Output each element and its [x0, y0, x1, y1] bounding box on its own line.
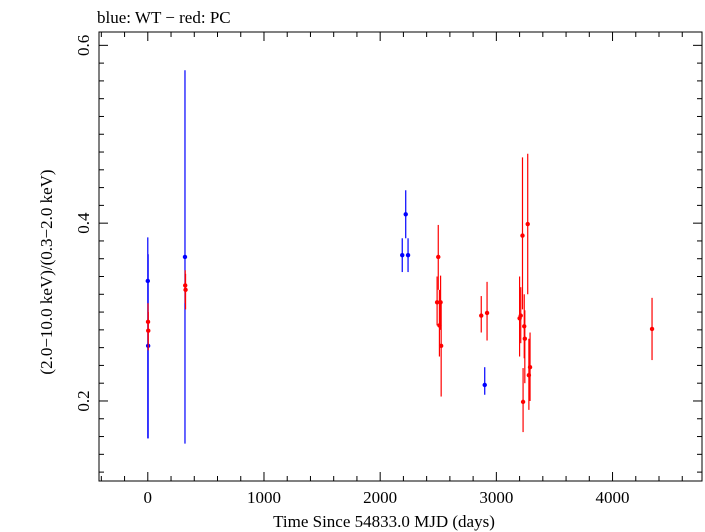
data-point	[522, 336, 528, 341]
x-axis-ticks: 0 1000 2000 3000 4000	[100, 32, 683, 507]
plot-frame	[98, 31, 703, 482]
data-point	[436, 254, 441, 260]
x-axis-label: Time Since 54833.0 MJD (days)	[273, 512, 495, 531]
y-tick-label: 0.6	[74, 35, 93, 56]
data-point	[525, 221, 530, 227]
x-tick-label: 2000	[363, 488, 397, 507]
chart-title: blue: WT − red: PC	[97, 8, 231, 27]
data-point	[484, 310, 490, 316]
data-point	[527, 364, 533, 370]
y-tick-label: 0.4	[74, 212, 93, 234]
series-pc	[145, 153, 655, 433]
data-point	[649, 326, 655, 332]
data-point	[438, 343, 444, 349]
x-tick-label: 0	[144, 488, 153, 507]
data-point	[520, 233, 525, 238]
data-point	[434, 300, 440, 305]
data-series	[145, 70, 655, 444]
data-point	[183, 287, 188, 293]
y-axis-ticks: 0.2 0.4 0.6	[74, 35, 702, 473]
data-point	[520, 399, 526, 405]
x-tick-label: 4000	[596, 488, 630, 507]
data-point	[146, 328, 151, 333]
series-wt	[145, 70, 487, 444]
data-point	[400, 252, 405, 258]
data-point	[182, 254, 188, 260]
x-tick-label: 1000	[247, 488, 281, 507]
data-point	[518, 313, 523, 318]
data-point	[405, 252, 411, 258]
y-axis-label: (2.0−10.0 keV)/(0.3−2.0 keV)	[37, 169, 56, 374]
x-tick-label: 3000	[479, 488, 513, 507]
y-tick-label: 0.2	[74, 390, 93, 411]
data-point	[403, 212, 408, 217]
data-point	[482, 382, 487, 388]
data-point	[479, 313, 484, 318]
